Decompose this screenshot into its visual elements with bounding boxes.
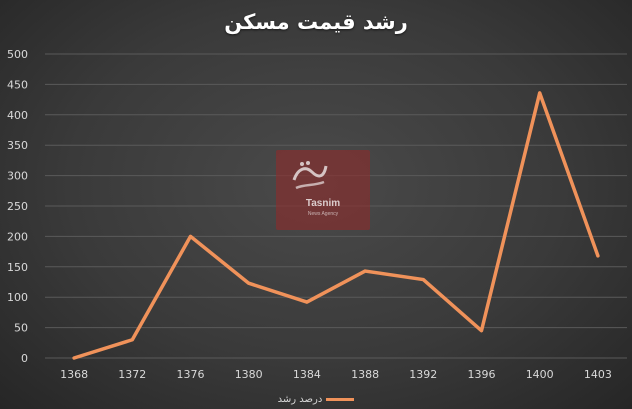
data-point xyxy=(189,234,192,238)
y-tick-label: 200 xyxy=(7,230,28,243)
y-tick-label: 100 xyxy=(7,291,28,304)
data-point xyxy=(363,269,367,273)
series-layer xyxy=(72,91,600,360)
y-tick-label: 50 xyxy=(14,322,28,335)
x-tick-label: 1396 xyxy=(468,368,496,381)
y-tick-label: 150 xyxy=(7,261,28,274)
watermark-logo: Tasnim News Agency xyxy=(276,150,370,230)
data-point xyxy=(72,356,76,360)
y-axis-ticks: 0 50 100 150 200 250 300 350 400 450 500 xyxy=(7,48,28,365)
x-tick-label: 1384 xyxy=(293,368,321,381)
y-tick-label: 450 xyxy=(7,78,28,91)
series-line xyxy=(72,91,600,360)
data-point xyxy=(480,329,483,333)
watermark-brand: Tasnim xyxy=(305,198,341,209)
y-tick-label: 300 xyxy=(7,170,28,183)
y-tick-label: 400 xyxy=(7,109,28,122)
y-tick-label: 0 xyxy=(21,352,28,365)
x-tick-label: 1372 xyxy=(118,368,146,381)
chart-title: رشد قیمت مسکن xyxy=(224,10,408,34)
legend: درصد رشد xyxy=(0,391,632,407)
x-tick-label: 1400 xyxy=(526,368,554,381)
data-point xyxy=(247,281,251,285)
data-point xyxy=(538,91,542,95)
gridlines xyxy=(45,53,627,359)
y-tick-label: 500 xyxy=(7,48,28,61)
legend-swatch xyxy=(326,397,355,401)
x-tick-label: 1368 xyxy=(60,368,88,381)
x-tick-label: 1392 xyxy=(409,368,437,381)
legend-label: درصد رشد xyxy=(277,393,323,405)
y-tick-label: 350 xyxy=(7,139,28,152)
data-point xyxy=(130,338,134,342)
data-point xyxy=(421,278,425,282)
x-tick-label: 1403 xyxy=(584,368,612,381)
x-axis-ticks: 1368 1372 1376 1380 1384 1388 1392 1396 1400 1403 xyxy=(60,368,612,381)
x-tick-label: 1388 xyxy=(351,368,379,381)
data-point xyxy=(596,254,600,258)
y-tick-label: 250 xyxy=(7,200,28,213)
x-tick-label: 1376 xyxy=(177,368,205,381)
tasnim-logo-icon xyxy=(292,161,328,190)
data-point xyxy=(305,300,309,304)
watermark-subtitle: News Agency xyxy=(307,211,339,217)
x-tick-label: 1380 xyxy=(235,368,263,381)
